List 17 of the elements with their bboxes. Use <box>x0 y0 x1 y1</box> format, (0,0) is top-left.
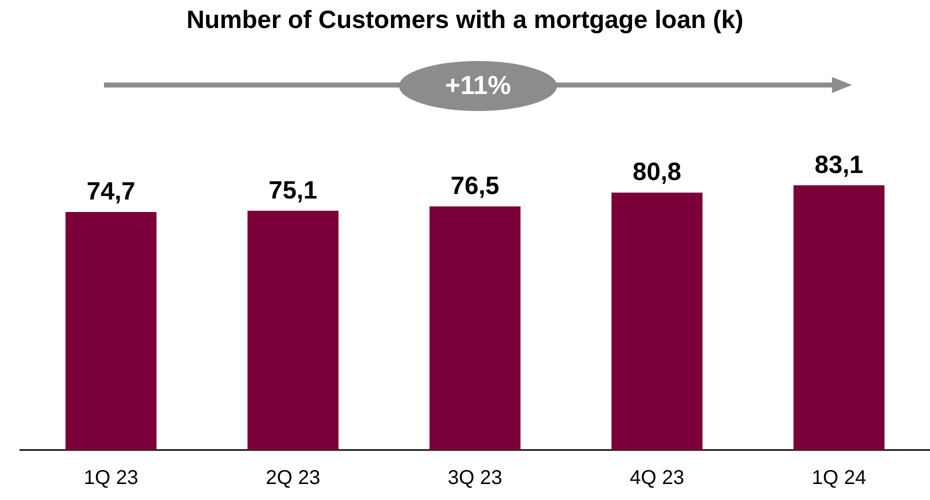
text: +11% <box>444 70 512 101</box>
x-tick-label: 3Q 23 <box>448 467 502 489</box>
data-label: 80,8 <box>632 158 682 186</box>
x-tick-label: 1Q 24 <box>812 467 866 489</box>
x-tick-label: 4Q 23 <box>630 467 684 489</box>
chart-title: Number of Customers with a mortgage loan (k) <box>185 6 744 35</box>
x-tick-label: 1Q 23 <box>84 467 138 489</box>
bar <box>66 212 156 450</box>
bar <box>612 192 702 450</box>
x-tick-label: 2Q 23 <box>266 467 320 489</box>
data-label: 83,1 <box>814 150 864 179</box>
data-label: 76,5 <box>450 172 500 200</box>
bar <box>794 185 884 450</box>
bar <box>248 210 338 450</box>
bar <box>430 206 520 450</box>
data-label: 75,1 <box>268 176 318 204</box>
data-label: 74,7 <box>86 178 136 206</box>
